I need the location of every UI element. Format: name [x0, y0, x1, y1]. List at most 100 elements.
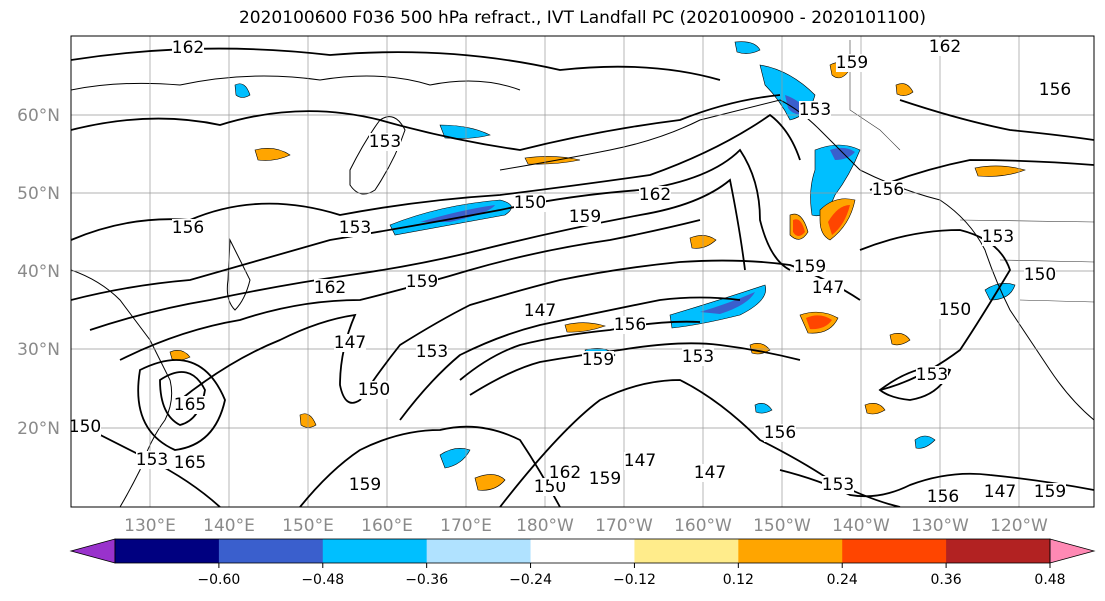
longitude-label: 120°W	[990, 516, 1048, 536]
longitude-label: 160°E	[361, 516, 413, 536]
contour-label: 153	[799, 100, 831, 120]
latitude-label: 40°N	[17, 262, 60, 282]
map-frame	[70, 35, 1095, 508]
coastline-japan	[226, 238, 251, 311]
contour-label: 153	[339, 218, 371, 238]
longitude-label: 170°W	[595, 516, 653, 536]
colorbar-extend-low	[69, 538, 116, 564]
negative-anomaly-patch	[754, 403, 773, 414]
contour-line	[137, 359, 226, 451]
coastline-siberia	[71, 75, 521, 91]
positive-anomaly-patch	[806, 315, 832, 330]
colorbar-tick-label: −0.60	[197, 572, 240, 588]
negative-anomaly-patch	[439, 448, 471, 469]
negative-anomaly-patch	[830, 147, 855, 160]
colorbar-tick-label: 0.36	[931, 572, 962, 588]
contour-label: 153	[416, 342, 448, 362]
colorbar-tick-label: 0.12	[723, 572, 754, 588]
contour-label: 159	[794, 257, 826, 277]
contour-label-background	[927, 488, 959, 506]
latitude-label: 60°N	[17, 106, 60, 126]
contour-label-background	[582, 351, 614, 369]
contour-label: 159	[1034, 482, 1066, 502]
contour-label-background	[549, 464, 581, 482]
contour-label: 159	[406, 272, 438, 292]
longitude-label: 150°W	[753, 516, 811, 536]
contour-label: 165	[174, 453, 206, 473]
contour-label-background	[812, 279, 844, 297]
positive-anomaly-patch	[828, 205, 850, 235]
contour-line	[459, 320, 701, 381]
contour-label-background	[764, 424, 796, 442]
contour-label-background	[822, 476, 854, 494]
positive-anomaly-patch	[793, 219, 805, 236]
contour-label-background	[794, 258, 826, 276]
contour-label-background	[694, 464, 726, 482]
contour-label: 147	[334, 333, 366, 353]
contour-label: 150	[939, 300, 971, 320]
contour-label-background	[334, 334, 366, 352]
contour-label: 153	[136, 450, 168, 470]
colorbar: −0.60 −0.48 −0.36 −0.24 −0.12 0.12 0.24 0.36 0.4…	[69, 538, 1096, 588]
contour-line	[71, 148, 791, 301]
colorbar-tick-label: −0.48	[301, 572, 344, 588]
negative-anomaly-patch	[420, 205, 495, 222]
positive-anomaly-patch	[474, 474, 506, 491]
contour-label-background	[406, 273, 438, 291]
contour-label: 153	[982, 227, 1014, 247]
colorbar-segment	[115, 539, 220, 563]
map-background	[71, 36, 1094, 507]
contour-line	[899, 99, 1094, 141]
contour-label: 162	[172, 38, 204, 58]
contour-label: 153	[369, 132, 401, 152]
graticule	[71, 36, 1094, 507]
contour-label: 159	[349, 475, 381, 495]
contour-label: 156	[764, 423, 796, 443]
contour-label-background	[174, 396, 206, 414]
contour-label: 150	[1024, 265, 1056, 285]
contour-label-background	[984, 483, 1016, 501]
colorbar-segment	[738, 539, 843, 563]
contour-label-background	[1024, 266, 1056, 284]
colorbar-segment	[946, 539, 1051, 563]
negative-anomaly-patch	[810, 144, 861, 217]
contour-label: 150	[69, 417, 101, 437]
contour-label: 156	[172, 218, 204, 238]
border-line	[849, 40, 901, 151]
contour-label: 153	[682, 347, 714, 367]
contour-label: 147	[524, 301, 556, 321]
colorbar-tick-label: −0.12	[613, 572, 656, 588]
contour-label-background	[639, 186, 671, 204]
contour-label-background	[569, 208, 601, 226]
negative-anomaly-patch	[734, 41, 761, 54]
contour-label: 153	[916, 365, 948, 385]
contour-label: 162	[549, 463, 581, 483]
contour-label-background	[589, 470, 621, 488]
contour-label-background	[358, 381, 390, 399]
refractivity-contours	[71, 47, 1094, 507]
contour-label: 162	[314, 278, 346, 298]
contour-label-background	[339, 219, 371, 237]
contour-label: 156	[614, 315, 646, 335]
colorbar-segment	[426, 539, 532, 563]
contour-label-background	[172, 219, 204, 237]
contour-line	[299, 425, 561, 507]
colorbar-segment	[322, 539, 428, 563]
contour-label: 153	[822, 475, 854, 495]
contour-label: 150	[358, 380, 390, 400]
contour-label-background	[1034, 483, 1066, 501]
contour-label-background	[1039, 81, 1071, 99]
contour-label-background	[799, 101, 831, 119]
contour-label-background	[172, 39, 204, 57]
contour-label-background	[174, 454, 206, 472]
positive-anomaly-patch	[889, 333, 911, 346]
borders	[849, 40, 1094, 303]
coastline-east-asia	[71, 269, 173, 507]
border-line	[999, 259, 1094, 263]
longitude-label: 180°W	[516, 516, 574, 536]
contour-line	[869, 159, 1094, 191]
contour-label: 159	[569, 207, 601, 227]
contour-label-background	[916, 366, 948, 384]
